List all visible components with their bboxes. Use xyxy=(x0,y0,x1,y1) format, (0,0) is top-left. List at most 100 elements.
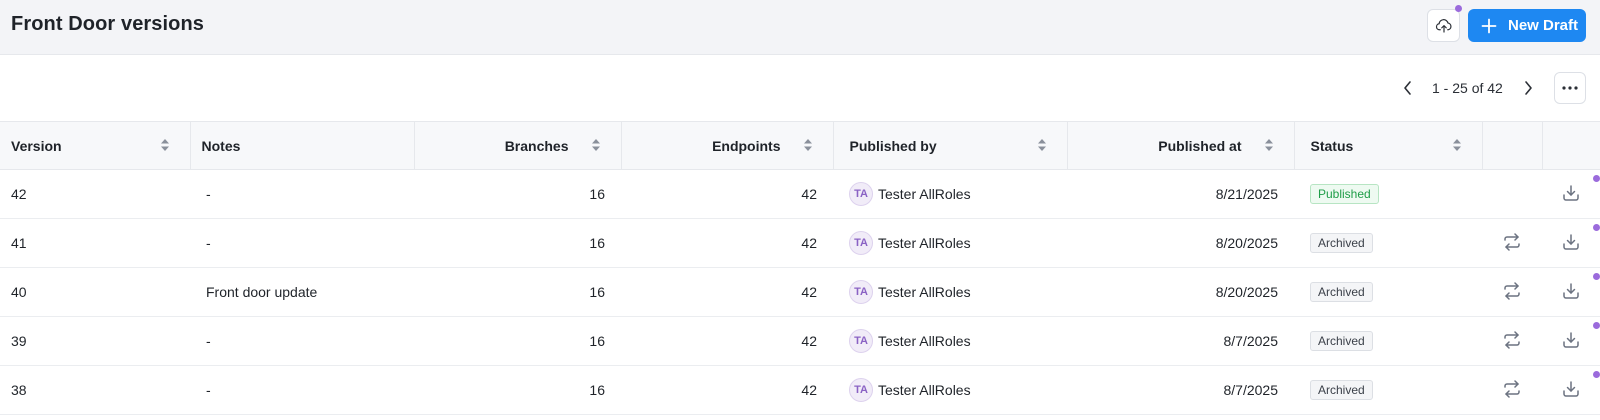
notification-dot xyxy=(1593,322,1600,329)
cell-endpoints: 42 xyxy=(801,186,817,202)
avatar: TA xyxy=(849,231,873,255)
cell-status: Archived xyxy=(1294,317,1482,366)
column-header-version[interactable]: Version xyxy=(0,121,191,170)
cell-published-by: TA Tester AllRoles xyxy=(833,170,1067,219)
upload-button[interactable] xyxy=(1427,9,1460,42)
more-horizontal-icon xyxy=(1562,86,1578,90)
avatar: TA xyxy=(849,329,873,353)
cell-download xyxy=(1542,170,1600,219)
cell-published-at: 8/20/2025 xyxy=(1215,284,1278,300)
pagination-range: 1 - 25 of 42 xyxy=(1432,80,1503,96)
chevron-left-icon xyxy=(1404,81,1411,95)
pagination-prev-button[interactable] xyxy=(1398,78,1418,98)
cell-branches: 16 xyxy=(589,284,605,300)
column-header-notes: Notes xyxy=(190,121,415,170)
cell-published-at: 8/20/2025 xyxy=(1215,235,1278,251)
cell-notes: - xyxy=(206,333,211,349)
cell-branches: 16 xyxy=(589,235,605,251)
cloud-upload-icon xyxy=(1435,18,1451,33)
cell-published-at: 8/7/2025 xyxy=(1223,333,1279,349)
plus-icon xyxy=(1481,18,1497,34)
chevron-right-icon xyxy=(1525,81,1532,95)
cell-branches: 16 xyxy=(589,382,605,398)
notification-dot xyxy=(1593,224,1600,231)
sort-icon xyxy=(803,138,813,152)
status-badge: Published xyxy=(1310,184,1379,204)
download-icon[interactable] xyxy=(1562,331,1580,349)
cell-download xyxy=(1542,219,1600,268)
cell-restore xyxy=(1482,219,1542,268)
column-header-status[interactable]: Status xyxy=(1294,121,1483,170)
download-icon[interactable] xyxy=(1562,380,1580,398)
cell-version: 41 xyxy=(11,235,27,251)
cell-notes: - xyxy=(206,235,211,251)
cell-endpoints: 42 xyxy=(801,235,817,251)
swap-icon[interactable] xyxy=(1502,379,1522,398)
versions-table: Version Notes Branches Endpoints Publish… xyxy=(0,121,1600,415)
column-header-actions xyxy=(1482,121,1543,170)
notification-dot xyxy=(1593,175,1600,182)
column-header-endpoints[interactable]: Endpoints xyxy=(621,121,834,170)
swap-icon[interactable] xyxy=(1502,281,1522,300)
cell-restore xyxy=(1482,317,1542,366)
status-badge: Archived xyxy=(1310,380,1373,400)
cell-status: Archived xyxy=(1294,268,1482,317)
cell-status: Archived xyxy=(1294,366,1482,415)
publisher-name: Tester AllRoles xyxy=(878,333,971,349)
cell-status: Archived xyxy=(1294,219,1482,268)
sort-icon xyxy=(1037,138,1047,152)
cell-notes: Front door update xyxy=(206,284,318,300)
cell-status: Published xyxy=(1294,170,1482,219)
swap-icon[interactable] xyxy=(1502,232,1522,251)
page-header: Front Door versions New Draft xyxy=(0,0,1600,55)
notification-dot xyxy=(1455,5,1462,12)
sort-icon xyxy=(1452,138,1462,152)
new-draft-label: New Draft xyxy=(1508,17,1579,34)
download-icon[interactable] xyxy=(1562,184,1580,202)
column-header-published-at[interactable]: Published at xyxy=(1067,121,1295,170)
table-row[interactable]: 42 - 16 42 TA Tester AllRoles 8/21/2025 … xyxy=(0,170,1600,219)
column-header-published-by[interactable]: Published by xyxy=(833,121,1068,170)
column-header-branches[interactable]: Branches xyxy=(414,121,622,170)
download-icon[interactable] xyxy=(1562,282,1580,300)
cell-restore xyxy=(1482,170,1542,219)
publisher-name: Tester AllRoles xyxy=(878,284,971,300)
swap-icon[interactable] xyxy=(1502,330,1522,349)
cell-notes: - xyxy=(206,382,211,398)
sort-icon xyxy=(1264,138,1274,152)
cell-endpoints: 42 xyxy=(801,333,817,349)
cell-download xyxy=(1542,317,1600,366)
sort-icon xyxy=(591,138,601,152)
cell-endpoints: 42 xyxy=(801,382,817,398)
pagination-next-button[interactable] xyxy=(1518,78,1538,98)
table-row[interactable]: 41 - 16 42 TA Tester AllRoles 8/20/2025 … xyxy=(0,219,1600,268)
cell-version: 42 xyxy=(11,186,27,202)
download-icon[interactable] xyxy=(1562,233,1580,251)
status-badge: Archived xyxy=(1310,331,1373,351)
cell-branches: 16 xyxy=(589,333,605,349)
cell-published-by: TA Tester AllRoles xyxy=(833,268,1067,317)
avatar: TA xyxy=(849,280,873,304)
cell-published-at: 8/7/2025 xyxy=(1223,382,1279,398)
cell-download xyxy=(1542,366,1600,415)
notification-dot xyxy=(1593,371,1600,378)
status-badge: Archived xyxy=(1310,282,1373,302)
avatar: TA xyxy=(849,182,873,206)
table-row[interactable]: 38 - 16 42 TA Tester AllRoles 8/7/2025 A… xyxy=(0,366,1600,415)
table-row[interactable]: 39 - 16 42 TA Tester AllRoles 8/7/2025 A… xyxy=(0,317,1600,366)
cell-branches: 16 xyxy=(589,186,605,202)
cell-published-by: TA Tester AllRoles xyxy=(833,317,1067,366)
status-badge: Archived xyxy=(1310,233,1373,253)
cell-version: 40 xyxy=(11,284,27,300)
cell-endpoints: 42 xyxy=(801,284,817,300)
publisher-name: Tester AllRoles xyxy=(878,186,971,202)
publisher-name: Tester AllRoles xyxy=(878,235,971,251)
more-options-button[interactable] xyxy=(1554,72,1586,104)
new-draft-button[interactable]: New Draft xyxy=(1468,9,1586,42)
publisher-name: Tester AllRoles xyxy=(878,382,971,398)
cell-published-at: 8/21/2025 xyxy=(1215,186,1278,202)
cell-published-by: TA Tester AllRoles xyxy=(833,219,1067,268)
cell-restore xyxy=(1482,366,1542,415)
table-row[interactable]: 40 Front door update 16 42 TA Tester All… xyxy=(0,268,1600,317)
cell-version: 38 xyxy=(11,382,27,398)
